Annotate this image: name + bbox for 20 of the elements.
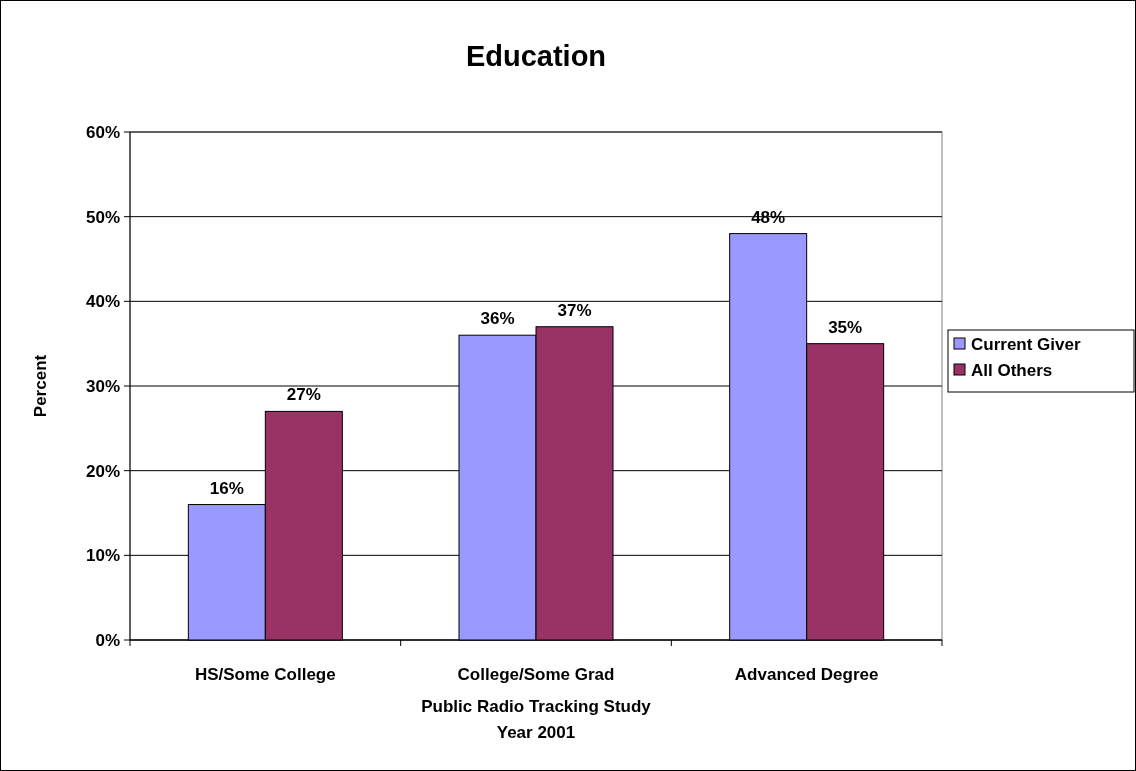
- y-tick-label: 20%: [85, 461, 120, 481]
- y-tick-label: 30%: [85, 376, 120, 396]
- y-tick-label: 10%: [85, 546, 120, 566]
- y-tick-label: 0%: [95, 630, 120, 650]
- data-label: 27%: [286, 385, 321, 405]
- data-label: 37%: [557, 300, 592, 320]
- y-axis-title: Percent: [31, 354, 50, 418]
- legend-label: All Others: [971, 360, 1053, 380]
- x-axis-title: Public Radio Tracking Study Year 2001: [421, 697, 652, 742]
- x-tick-label: Advanced Degree: [734, 665, 879, 684]
- chart-title: Education: [465, 40, 607, 72]
- legend-label: Current Giver: [971, 334, 1081, 354]
- data-label: 36%: [480, 309, 515, 329]
- data-label: 16%: [209, 478, 244, 498]
- x-tick-label: College/Some Grad: [457, 665, 615, 684]
- data-label: 35%: [828, 317, 863, 337]
- y-tick-label: 60%: [85, 122, 120, 142]
- x-tick-label: HS/Some College: [194, 665, 336, 684]
- y-tick-label: 40%: [85, 292, 120, 312]
- y-tick-label: 50%: [85, 207, 120, 227]
